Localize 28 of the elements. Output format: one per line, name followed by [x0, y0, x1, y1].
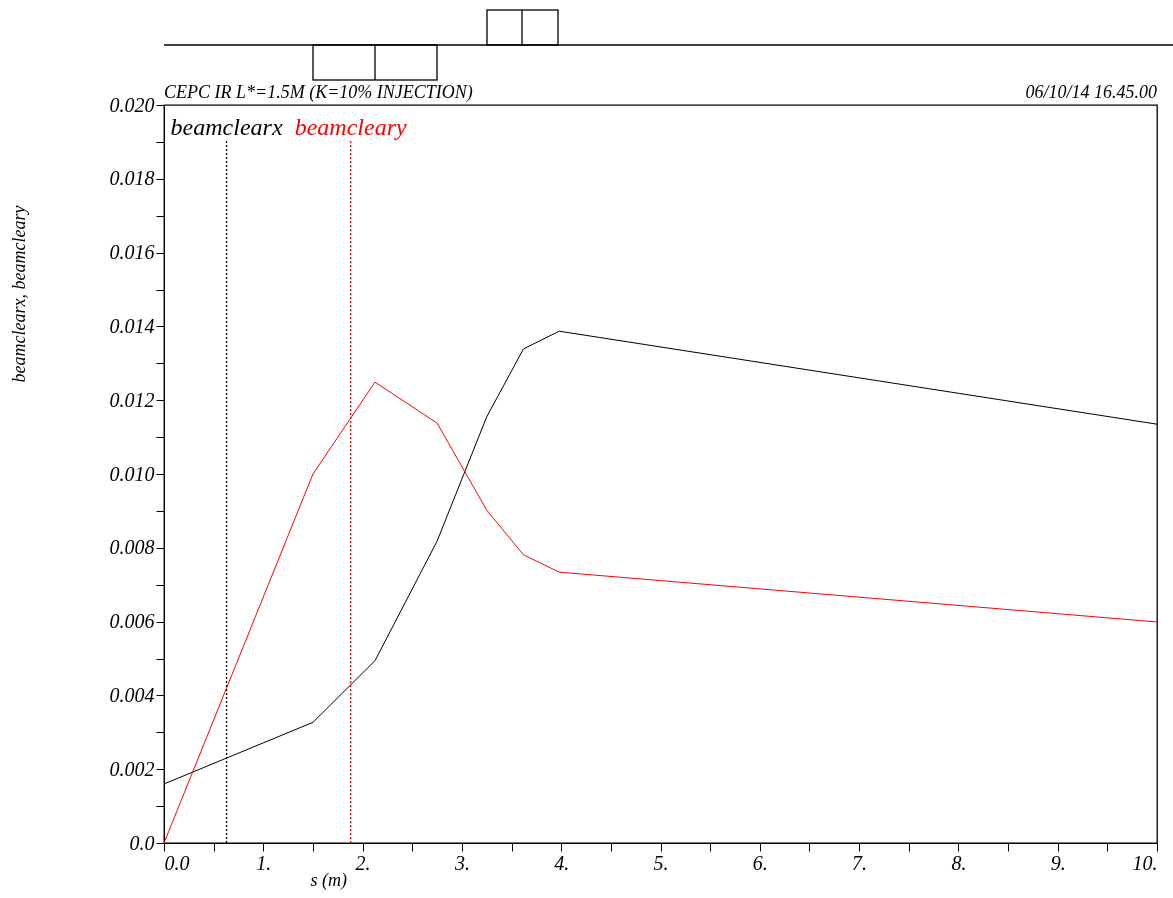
- x-tick-label: 3.: [453, 851, 470, 874]
- y-tick-label: 0.004: [109, 683, 155, 706]
- y-axis-title: beamclearx, beamcleary: [8, 205, 29, 383]
- y-tick-label: 0.016: [109, 241, 155, 264]
- y-tick-label: 0.008: [109, 536, 155, 559]
- x-tick-label: 6.: [752, 851, 768, 874]
- text: beamclearx: [170, 114, 283, 140]
- chart-subtitle: 06/10/14 16.45.00: [1025, 82, 1157, 102]
- y-tick-label: 0.012: [109, 388, 155, 411]
- y-tick-label: 0.014: [109, 314, 155, 337]
- y-tick-label: 0.006: [109, 610, 155, 633]
- y-tick-label: 0.002: [109, 757, 155, 780]
- x-axis-title: s (m): [310, 869, 347, 891]
- x-tick-label: 0.0: [164, 851, 190, 874]
- chart-title: CEPC IR L*=1.5M (K=10% INJECTION): [164, 82, 473, 103]
- x-tick-label: 5.: [653, 851, 669, 874]
- x-tick-label: 9.: [1050, 851, 1066, 874]
- text: beamcleary: [294, 114, 407, 140]
- y-tick-label: 0.018: [109, 167, 155, 190]
- x-tick-label: 7.: [852, 851, 868, 874]
- y-tick-label: 0.010: [109, 462, 155, 485]
- x-tick-label: 8.: [951, 851, 967, 874]
- y-tick-label: 0.020: [109, 93, 155, 116]
- x-tick-label: 10.: [1132, 851, 1158, 874]
- x-tick-label: 1.: [256, 851, 272, 874]
- x-tick-label: 2.: [355, 851, 371, 874]
- y-tick-label: 0.0: [129, 831, 155, 854]
- x-tick-label: 4.: [554, 851, 570, 874]
